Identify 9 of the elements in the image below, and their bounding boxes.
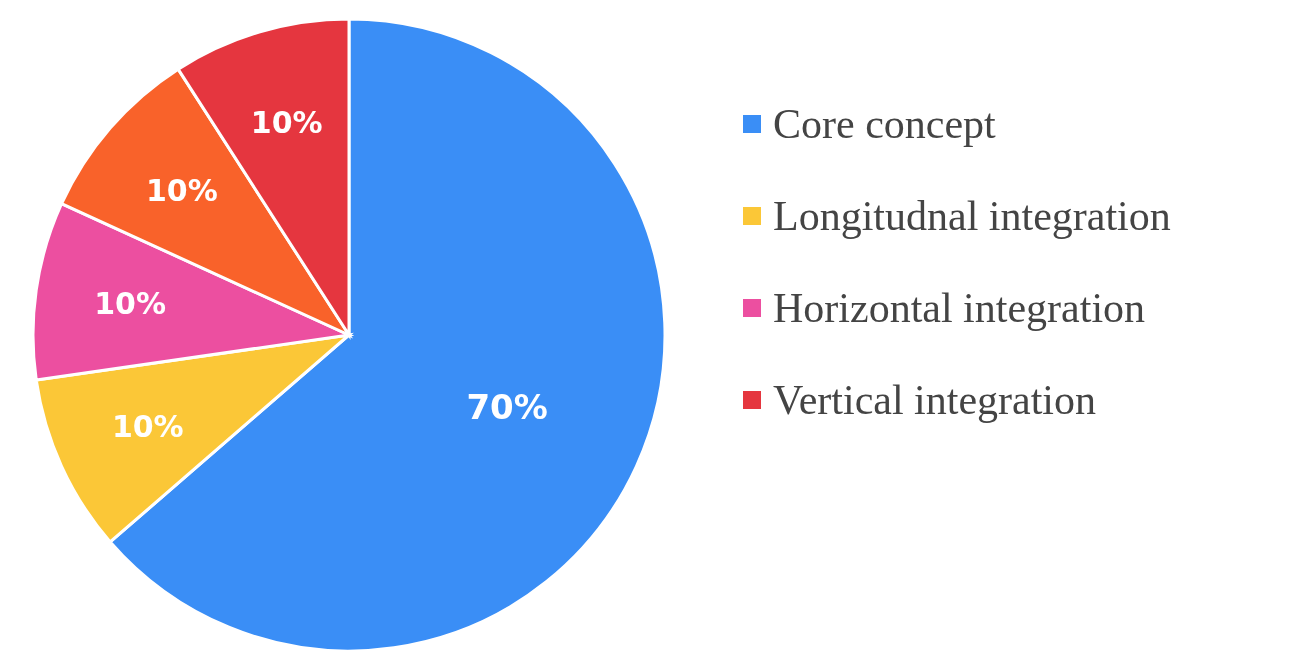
- data-label: 10%: [250, 105, 323, 141]
- data-label: 10%: [111, 409, 184, 445]
- data-label: 10%: [94, 286, 166, 322]
- legend-label: Horizontal integration: [773, 284, 1146, 332]
- legend-label: Vertical integration: [773, 376, 1097, 424]
- data-label: 10%: [145, 172, 218, 208]
- legend-label: Core concept: [773, 100, 996, 148]
- data-label: 70%: [466, 387, 548, 428]
- legend-label: Longitudnal integration: [773, 192, 1171, 240]
